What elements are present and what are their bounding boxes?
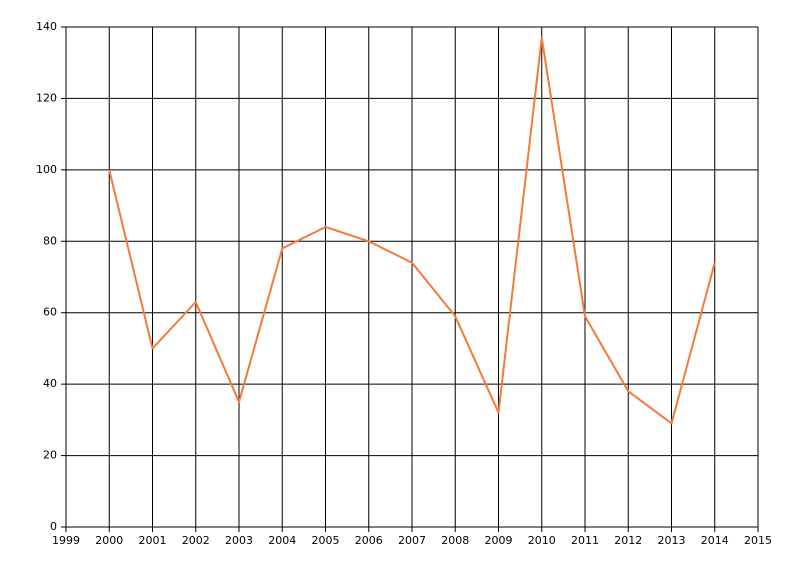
x-tick-label: 2011 [571,534,599,547]
x-tick-label: 1999 [52,534,80,547]
x-tick-label: 2008 [441,534,469,547]
x-tick-label: 2000 [95,534,123,547]
y-tick-label: 80 [43,234,57,247]
x-tick-label: 2003 [225,534,253,547]
x-tick-label: 2006 [355,534,383,547]
y-tick-label: 0 [50,520,57,533]
x-tick-label: 2001 [139,534,167,547]
y-tick-label: 100 [36,163,57,176]
y-tick-label: 40 [43,377,57,390]
x-tick-label: 2012 [614,534,642,547]
x-tick-label: 2010 [528,534,556,547]
x-tick-label: 2013 [658,534,686,547]
y-tick-label: 60 [43,306,57,319]
x-tick-label: 2002 [182,534,210,547]
data-line [108,36,716,425]
x-tick-label: 2014 [701,534,729,547]
x-tick-label: 2005 [312,534,340,547]
y-tick-label: 140 [36,20,57,33]
y-tick-label: 20 [43,449,57,462]
y-tick-label: 120 [36,91,57,104]
x-tick-label: 2015 [744,534,772,547]
x-tick-label: 2004 [268,534,296,547]
x-tick-label: 2009 [485,534,513,547]
x-tick-label: 2007 [398,534,426,547]
